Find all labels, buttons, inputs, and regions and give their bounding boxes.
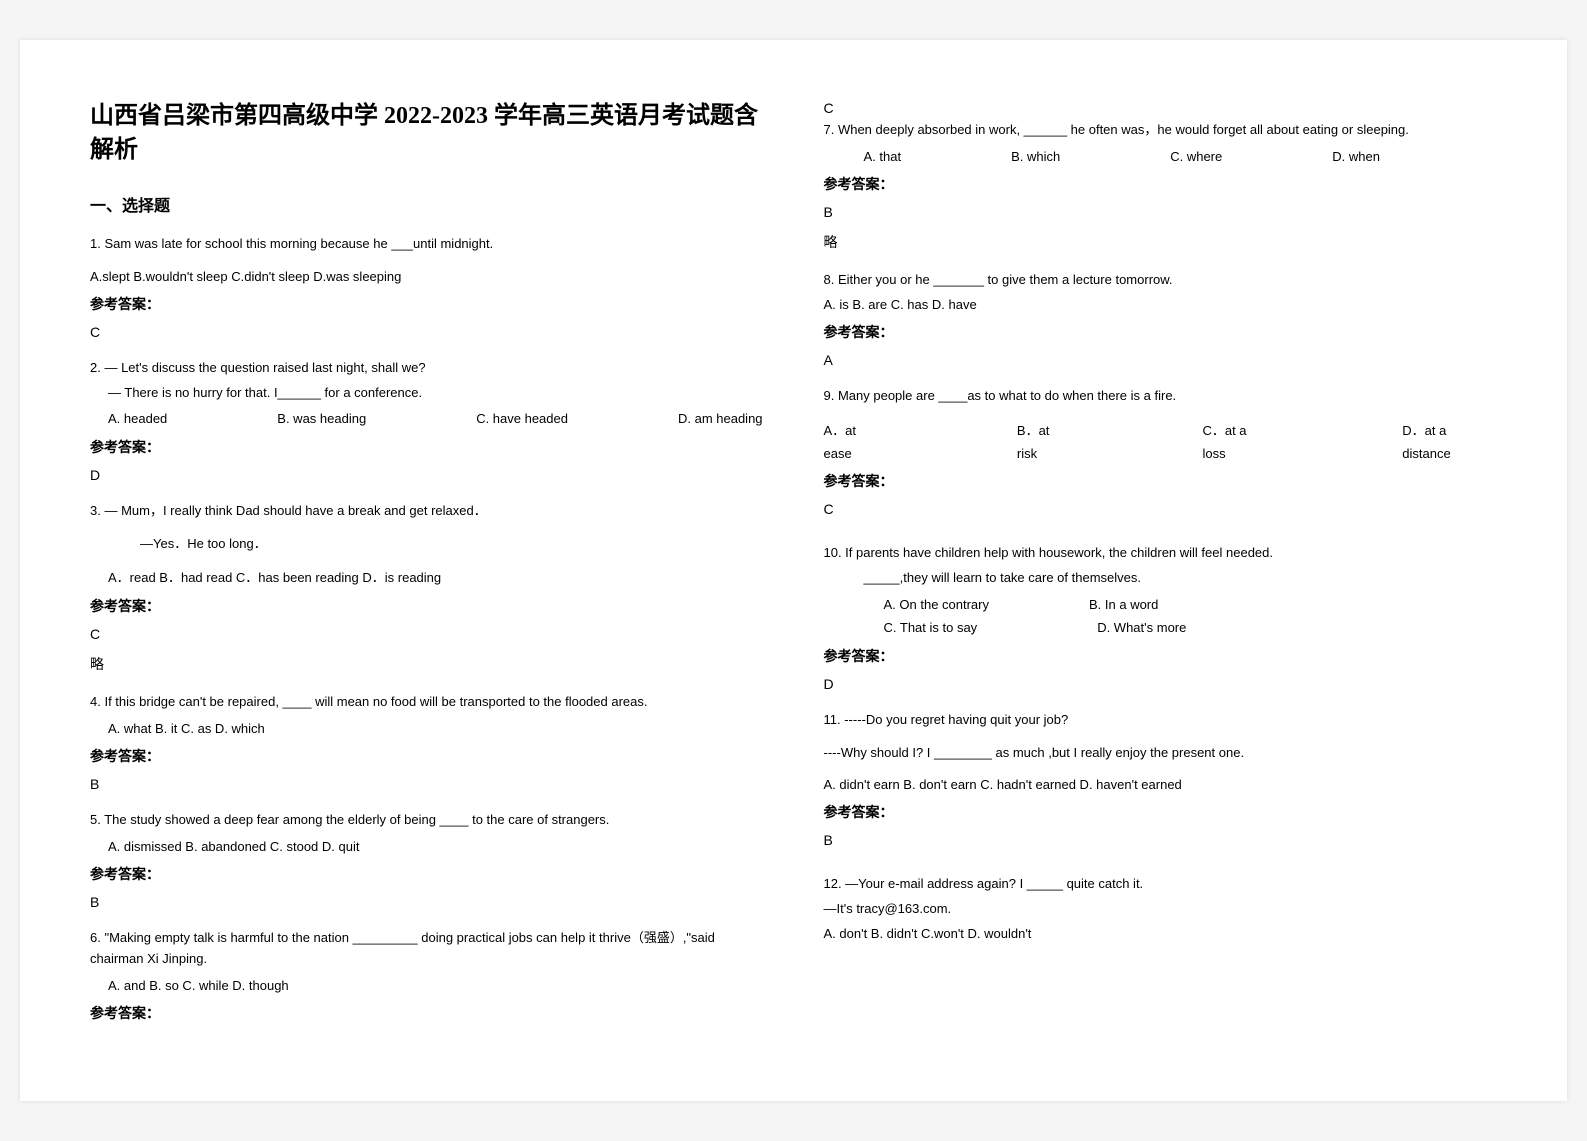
question-options: A．at ease B．at risk C．at a loss D．at a d… xyxy=(824,419,1498,466)
question-options: A. didn't earn B. don't earn C. hadn't e… xyxy=(824,775,1498,796)
answer: C xyxy=(90,324,764,340)
left-column: 山西省吕梁市第四高级中学 2022-2023 学年高三英语月考试题含解析 一、选… xyxy=(90,100,764,1041)
answer: D xyxy=(90,467,764,483)
question-6: 6. "Making empty talk is harmful to the … xyxy=(90,928,764,1023)
question-text: ----Why should I? I ________ as much ,bu… xyxy=(824,743,1498,764)
question-options: A．read B．had read C．has been reading D．i… xyxy=(90,566,764,589)
question-options: A. don't B. didn't C.won't D. wouldn't xyxy=(824,924,1498,945)
option-a: A. that xyxy=(864,145,902,168)
question-4: 4. If this bridge can't be repaired, ___… xyxy=(90,692,764,792)
answer-label: 参考答案： xyxy=(824,471,1498,491)
answer-label: 参考答案： xyxy=(824,802,1498,822)
question-text: 1. Sam was late for school this morning … xyxy=(90,234,764,255)
question-text: — There is no hurry for that. I______ fo… xyxy=(90,383,764,404)
document-page: 山西省吕梁市第四高级中学 2022-2023 学年高三英语月考试题含解析 一、选… xyxy=(20,40,1567,1101)
option-d: D．at a distance xyxy=(1402,419,1497,466)
answer-label: 参考答案： xyxy=(90,437,764,457)
option-a: A. On the contrary xyxy=(884,593,990,616)
question-5: 5. The study showed a deep fear among th… xyxy=(90,810,764,910)
document-title: 山西省吕梁市第四高级中学 2022-2023 学年高三英语月考试题含解析 xyxy=(90,100,764,167)
question-options: A. that B. which C. where D. when xyxy=(824,145,1498,168)
answer: A xyxy=(824,352,1498,368)
answer-label: 参考答案： xyxy=(90,596,764,616)
question-text: 7. When deeply absorbed in work, ______ … xyxy=(824,120,1498,141)
question-text: —It's tracy@163.com. xyxy=(824,899,1498,920)
answer-note: 略 xyxy=(824,232,1498,252)
question-text: _____,they will learn to take care of th… xyxy=(824,568,1498,589)
answer-label: 参考答案： xyxy=(90,746,764,766)
answer-label: 参考答案： xyxy=(90,1003,764,1023)
question-text: 4. If this bridge can't be repaired, ___… xyxy=(90,692,764,713)
answer-label: 参考答案： xyxy=(824,322,1498,342)
question-text: 10. If parents have children help with h… xyxy=(824,543,1498,564)
question-10: 10. If parents have children help with h… xyxy=(824,543,1498,691)
question-12: 12. —Your e-mail address again? I _____ … xyxy=(824,874,1498,944)
question-options: A. is B. are C. has D. have xyxy=(824,295,1498,316)
answer: B xyxy=(90,894,764,910)
option-a: A. headed xyxy=(108,407,167,430)
question-text: 11. -----Do you regret having quit your … xyxy=(824,710,1498,731)
question-7: 7. When deeply absorbed in work, ______ … xyxy=(824,120,1498,252)
answer: B xyxy=(90,776,764,792)
question-11: 11. -----Do you regret having quit your … xyxy=(824,710,1498,848)
answer-label: 参考答案： xyxy=(90,294,764,314)
answer-label: 参考答案： xyxy=(90,864,764,884)
option-d: D. am heading xyxy=(678,407,763,430)
question-options: C. That is to say D. What's more xyxy=(884,616,1498,639)
answer: C xyxy=(90,626,764,642)
question-text: 6. "Making empty talk is harmful to the … xyxy=(90,928,764,970)
option-b: B. which xyxy=(1011,145,1060,168)
option-a: A．at ease xyxy=(824,419,887,466)
question-options: A. and B. so C. while D. though xyxy=(90,974,764,997)
question-1: 1. Sam was late for school this morning … xyxy=(90,234,764,340)
answer: B xyxy=(824,204,1498,220)
question-9: 9. Many people are ____as to what to do … xyxy=(824,386,1498,518)
question-options: A. headed B. was heading C. have headed … xyxy=(90,407,764,430)
question-text: 5. The study showed a deep fear among th… xyxy=(90,810,764,831)
question-options: A. what B. it C. as D. which xyxy=(90,717,764,740)
question-options: A. On the contrary B. In a word xyxy=(884,593,1498,616)
answer: D xyxy=(824,676,1498,692)
answer-label: 参考答案： xyxy=(824,174,1498,194)
answer: C xyxy=(824,100,1498,116)
option-c: C. That is to say xyxy=(884,616,978,639)
option-c: C．at a loss xyxy=(1202,419,1272,466)
question-options: A.slept B.wouldn't sleep C.didn't sleep … xyxy=(90,267,764,288)
answer-label: 参考答案： xyxy=(824,646,1498,666)
question-text: 9. Many people are ____as to what to do … xyxy=(824,386,1498,407)
option-c: C. where xyxy=(1170,145,1222,168)
option-c: C. have headed xyxy=(476,407,568,430)
option-b: B．at risk xyxy=(1017,419,1073,466)
question-text: 2. — Let's discuss the question raised l… xyxy=(90,358,764,379)
option-d: D. when xyxy=(1332,145,1380,168)
answer: B xyxy=(824,832,1498,848)
option-d: D. What's more xyxy=(1097,616,1186,639)
option-b: B. was heading xyxy=(277,407,366,430)
question-2: 2. — Let's discuss the question raised l… xyxy=(90,358,764,483)
answer: C xyxy=(824,501,1498,517)
question-text: 8. Either you or he _______ to give them… xyxy=(824,270,1498,291)
section-header: 一、选择题 xyxy=(90,192,764,216)
right-column: C 7. When deeply absorbed in work, _____… xyxy=(824,100,1498,1041)
question-text: 12. —Your e-mail address again? I _____ … xyxy=(824,874,1498,895)
question-8: 8. Either you or he _______ to give them… xyxy=(824,270,1498,368)
question-text: 3. — Mum，I really think Dad should have … xyxy=(90,501,764,522)
question-3: 3. — Mum，I really think Dad should have … xyxy=(90,501,764,674)
answer-note: 略 xyxy=(90,654,764,674)
question-options: A. dismissed B. abandoned C. stood D. qu… xyxy=(90,835,764,858)
question-text: —Yes．He too long． xyxy=(90,534,764,555)
option-b: B. In a word xyxy=(1089,593,1158,616)
